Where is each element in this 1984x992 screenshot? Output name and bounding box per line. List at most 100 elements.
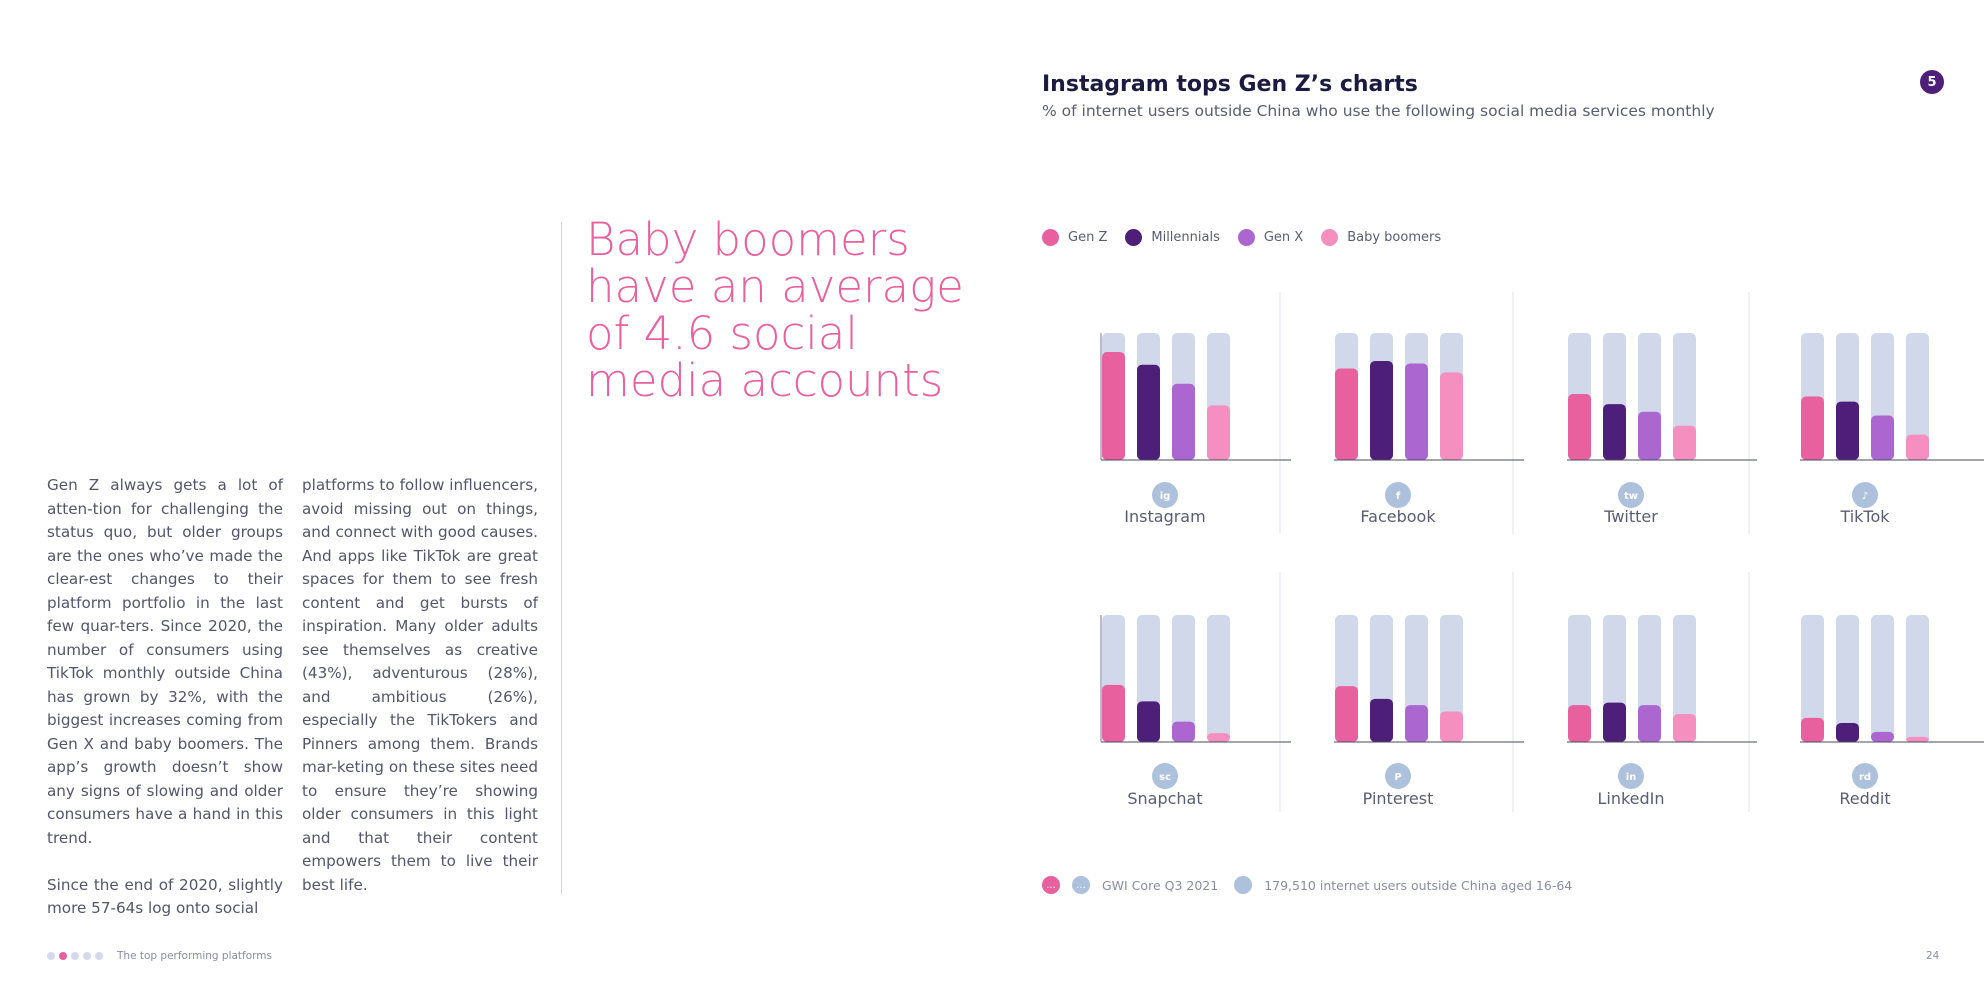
pinterest-icon-glyph: P xyxy=(1394,772,1401,783)
body-text-column-1: Gen Z always gets a lot of atten-tion fo… xyxy=(47,474,283,944)
legend-item-baby-boomers: Baby boomers xyxy=(1321,229,1441,246)
bar-millennials xyxy=(1137,701,1160,742)
legend-label: Baby boomers xyxy=(1347,230,1442,245)
page-dot-active xyxy=(59,952,67,960)
legend-item-millennials: Millennials xyxy=(1125,229,1220,246)
page-dot xyxy=(95,952,103,960)
bar-millennials xyxy=(1137,364,1160,460)
linkedin-icon xyxy=(1618,763,1644,789)
bar-track xyxy=(1207,615,1230,742)
legend-dot xyxy=(1042,229,1059,246)
bar-gen-x xyxy=(1405,363,1428,460)
bar-gen-x xyxy=(1871,731,1894,742)
bar-track xyxy=(1440,615,1463,742)
category-label: Facebook xyxy=(1360,507,1436,526)
page-badge: 5 xyxy=(1920,70,1944,94)
bar-baby-boomers xyxy=(1207,733,1230,742)
bar-millennials xyxy=(1370,698,1393,742)
body-paragraph: Gen Z always gets a lot of atten-tion fo… xyxy=(47,476,283,847)
pinterest-icon xyxy=(1385,763,1411,789)
reddit-icon xyxy=(1852,763,1878,789)
legend-label: Millennials xyxy=(1151,230,1220,245)
twitter-icon-glyph: tw xyxy=(1624,491,1638,502)
twitter-icon xyxy=(1618,482,1644,508)
bar-gen-x xyxy=(1172,721,1195,742)
body-paragraph: Since the end of 2020, slightly more 57-… xyxy=(47,875,283,918)
legend-label: Gen X xyxy=(1263,230,1304,245)
bar-millennials xyxy=(1603,702,1626,742)
pull-quote: Baby boomers have an average of 4.6 soci… xyxy=(586,213,964,407)
legend-label: Gen Z xyxy=(1068,230,1108,245)
bar-baby-boomers xyxy=(1440,372,1463,460)
bar-track xyxy=(1871,615,1894,742)
footer-section-label: The top performing platforms xyxy=(117,950,272,962)
tiktok-icon xyxy=(1852,482,1878,508)
category-label: LinkedIn xyxy=(1597,789,1664,808)
bar-millennials xyxy=(1370,360,1393,460)
instagram-icon-glyph: ig xyxy=(1160,491,1171,502)
bar-baby-boomers xyxy=(1673,425,1696,460)
bar-track xyxy=(1172,615,1195,742)
legend-item-gen-z: Gen Z xyxy=(1042,229,1107,246)
bar-track xyxy=(1673,615,1696,742)
reddit-icon-glyph: rd xyxy=(1859,772,1871,783)
bar-gen-z xyxy=(1102,352,1125,460)
body-paragraph: platforms to follow influencers, avoid m… xyxy=(302,476,538,894)
bar-gen-x xyxy=(1405,705,1428,742)
facebook-icon-glyph: f xyxy=(1396,491,1401,502)
bar-gen-x xyxy=(1638,705,1661,742)
bar-track xyxy=(1836,615,1859,742)
bar-baby-boomers xyxy=(1673,714,1696,742)
source-sample: 179,510 internet users outside China age… xyxy=(1264,877,1573,893)
bar-baby-boomers xyxy=(1906,736,1929,742)
column-divider xyxy=(561,222,562,894)
category-label: Pinterest xyxy=(1363,789,1434,808)
bar-gen-z xyxy=(1335,686,1358,742)
bar-millennials xyxy=(1836,722,1859,742)
legend-dot xyxy=(1321,229,1339,246)
bar-track xyxy=(1906,333,1929,460)
category-label: Instagram xyxy=(1124,507,1205,526)
calendar-icon: ... xyxy=(1072,876,1090,894)
question-icon: ... xyxy=(1042,876,1060,894)
bar-gen-x xyxy=(1172,383,1195,460)
bar-track xyxy=(1906,615,1929,742)
bar-baby-boomers xyxy=(1440,711,1463,742)
legend-dot xyxy=(1237,229,1255,246)
category-label: Snapchat xyxy=(1127,789,1202,808)
snapchat-icon-glyph: sc xyxy=(1159,772,1171,783)
snapchat-icon xyxy=(1152,763,1178,789)
source-line: ... ... GWI Core Q3 2021 179,510 interne… xyxy=(1042,876,1588,894)
category-label: Reddit xyxy=(1839,789,1890,808)
bar-baby-boomers xyxy=(1207,405,1230,460)
page-dot xyxy=(83,952,91,960)
bar-gen-x xyxy=(1638,411,1661,460)
page-number: 24 xyxy=(1926,950,1940,962)
chart-title: Instagram tops Gen Z’s charts xyxy=(1042,72,1418,97)
bar-millennials xyxy=(1603,404,1626,460)
source-dataset: GWI Core Q3 2021 xyxy=(1102,877,1219,893)
instagram-icon xyxy=(1152,482,1178,508)
page-dot xyxy=(71,952,79,960)
footer: The top performing platforms xyxy=(47,950,272,962)
linkedin-icon-glyph: in xyxy=(1626,772,1637,783)
bar-gen-z xyxy=(1102,684,1125,742)
tiktok-icon-glyph: ♪ xyxy=(1862,491,1868,502)
bar-baby-boomers xyxy=(1906,434,1929,460)
bar-gen-z xyxy=(1568,705,1591,742)
bar-gen-z xyxy=(1801,396,1824,460)
facebook-icon xyxy=(1385,482,1411,508)
body-text-column-2: platforms to follow influencers, avoid m… xyxy=(302,474,538,921)
bar-gen-z xyxy=(1801,717,1824,742)
bar-gen-z xyxy=(1568,393,1591,460)
users-icon xyxy=(1234,876,1253,894)
chart-subtitle: % of internet users outside China who us… xyxy=(1042,102,1715,120)
category-label: Twitter xyxy=(1603,507,1658,526)
bar-millennials xyxy=(1836,401,1859,460)
bar-gen-z xyxy=(1335,368,1358,460)
bar-gen-x xyxy=(1871,415,1894,460)
legend-dot xyxy=(1125,229,1143,246)
page-dot xyxy=(47,952,55,960)
category-label: TikTok xyxy=(1839,507,1890,526)
